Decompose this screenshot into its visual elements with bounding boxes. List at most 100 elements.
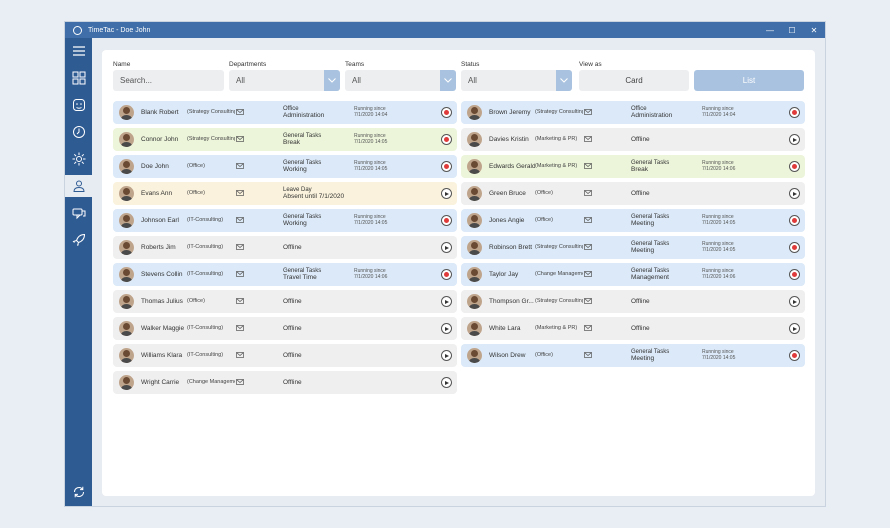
mail-icon[interactable] — [584, 297, 592, 305]
avatar — [119, 348, 134, 363]
employee-row[interactable]: Johnson Earl (IT-Consulting) General Tasks… — [113, 209, 457, 232]
employee-row[interactable]: Connor John (Strategy Consulting) General … — [113, 128, 457, 151]
mail-icon[interactable] — [584, 270, 592, 278]
sun-icon[interactable] — [65, 148, 92, 170]
activity-category: General Tasks — [631, 160, 670, 166]
mail-icon[interactable] — [584, 108, 592, 116]
employee-name: Roberts Jim — [141, 244, 176, 251]
activity-category: General Tasks — [283, 133, 322, 139]
running-since-time: 7/1/2020 14:06 — [702, 274, 736, 280]
start-button[interactable] — [789, 188, 800, 199]
mail-icon[interactable] — [236, 216, 244, 224]
activity-name: Management — [631, 274, 669, 281]
status-select[interactable]: All — [461, 70, 572, 91]
rocket-icon[interactable] — [65, 229, 92, 251]
close-icon[interactable]: ✕ — [810, 25, 818, 35]
activity-name: Offline — [631, 298, 650, 305]
sync-icon[interactable] — [65, 481, 92, 503]
start-button[interactable] — [441, 377, 452, 388]
employee-row[interactable]: Taylor Jay (Change Management) General Tas… — [461, 263, 805, 286]
employee-row[interactable]: Thompson Gr... (Strategy Consulting) Offli… — [461, 290, 805, 313]
mail-icon[interactable] — [584, 135, 592, 143]
departments-select[interactable]: All — [229, 70, 340, 91]
mail-icon[interactable] — [236, 351, 244, 359]
employee-row[interactable]: Robinson Brett (Strategy Consulting) Gener… — [461, 236, 805, 259]
mail-icon[interactable] — [584, 162, 592, 170]
stop-button[interactable] — [441, 134, 452, 145]
mail-icon[interactable] — [236, 162, 244, 170]
mail-icon[interactable] — [236, 243, 244, 251]
stop-button[interactable] — [441, 161, 452, 172]
employee-row[interactable]: Edwards Gerald (Marketing & PR) General Ta… — [461, 155, 805, 178]
stop-button[interactable] — [441, 215, 452, 226]
mail-icon[interactable] — [236, 324, 244, 332]
teams-select[interactable]: All — [345, 70, 456, 91]
start-button[interactable] — [441, 296, 452, 307]
menu-icon[interactable] — [65, 40, 92, 62]
stop-button[interactable] — [441, 269, 452, 280]
employee-name: Edwards Gerald — [489, 163, 535, 170]
stop-button[interactable] — [789, 107, 800, 118]
avatar — [119, 213, 134, 228]
chevron-down-icon[interactable] — [440, 70, 456, 91]
mail-icon[interactable] — [584, 189, 592, 197]
name-search-input[interactable]: Search... — [113, 70, 224, 91]
start-button[interactable] — [789, 323, 800, 334]
employee-row[interactable]: Roberts Jim (IT-Consulting) Offline — [113, 236, 457, 259]
teams-value: All — [352, 76, 361, 85]
employee-row[interactable]: Jones Angie (Office) General Tasks Meeting R… — [461, 209, 805, 232]
start-button[interactable] — [441, 242, 452, 253]
start-button[interactable] — [789, 134, 800, 145]
employee-row[interactable]: Wilson Drew (Office) General Tasks Meeting R… — [461, 344, 805, 367]
stop-button[interactable] — [789, 161, 800, 172]
employee-row[interactable]: Green Bruce (Office) Offline — [461, 182, 805, 205]
stop-button[interactable] — [789, 350, 800, 361]
mail-icon[interactable] — [236, 189, 244, 197]
employee-row[interactable]: Davies Kristin (Marketing & PR) Offline — [461, 128, 805, 151]
employee-list-right: Brown Jeremy (Strategy Consulting) Office A… — [461, 101, 805, 371]
employee-row[interactable]: Blank Robert (Strategy Consulting) Office A… — [113, 101, 457, 124]
start-button[interactable] — [441, 323, 452, 334]
start-button[interactable] — [441, 350, 452, 361]
mail-icon[interactable] — [584, 216, 592, 224]
mail-icon[interactable] — [584, 324, 592, 332]
employee-row[interactable]: Evans Ann (Office) Leave Day Absent until 7… — [113, 182, 457, 205]
activity-name: Travel Time — [283, 274, 317, 281]
employee-row[interactable]: Walker Maggie (IT-Consulting) Offline — [113, 317, 457, 340]
mail-icon[interactable] — [236, 297, 244, 305]
card-view-button[interactable]: Card — [579, 70, 689, 91]
mail-icon[interactable] — [584, 243, 592, 251]
employee-row[interactable]: White Lara (Marketing & PR) Offline — [461, 317, 805, 340]
employee-row[interactable]: Stevens Collin (IT-Consulting) General Tas… — [113, 263, 457, 286]
start-button[interactable] — [441, 188, 452, 199]
team-icon[interactable] — [65, 175, 92, 197]
stop-button[interactable] — [441, 107, 452, 118]
minimize-icon[interactable]: — — [766, 25, 774, 35]
mail-icon[interactable] — [584, 351, 592, 359]
mail-icon[interactable] — [236, 378, 244, 386]
maximize-icon[interactable]: ☐ — [788, 25, 796, 35]
employee-row[interactable]: Doe John (Office) General Tasks Working Runn… — [113, 155, 457, 178]
mail-icon[interactable] — [236, 108, 244, 116]
chat-icon[interactable] — [65, 202, 92, 224]
start-button[interactable] — [789, 296, 800, 307]
mood-icon[interactable] — [65, 94, 92, 116]
employee-row[interactable]: Thomas Julius (Office) Offline — [113, 290, 457, 313]
clock-icon[interactable] — [65, 121, 92, 143]
chevron-down-icon[interactable] — [324, 70, 340, 91]
title-bar: TimeTac - Doe John — ☐ ✕ — [65, 22, 825, 38]
employee-row[interactable]: Brown Jeremy (Strategy Consulting) Office A… — [461, 101, 805, 124]
employee-row[interactable]: Williams Klara (IT-Consulting) Offline — [113, 344, 457, 367]
stop-button[interactable] — [789, 269, 800, 280]
mail-icon[interactable] — [236, 270, 244, 278]
stop-button[interactable] — [789, 242, 800, 253]
chevron-down-icon[interactable] — [556, 70, 572, 91]
list-view-button[interactable]: List — [694, 70, 804, 91]
dashboard-icon[interactable] — [65, 67, 92, 89]
stop-button[interactable] — [789, 215, 800, 226]
employee-row[interactable]: Wright Carrie (Change Management) Offline — [113, 371, 457, 394]
employee-department: (Change Management) — [535, 271, 583, 277]
activity-category: General Tasks — [631, 349, 670, 355]
mail-icon[interactable] — [236, 135, 244, 143]
activity-name: Administration — [631, 112, 673, 119]
